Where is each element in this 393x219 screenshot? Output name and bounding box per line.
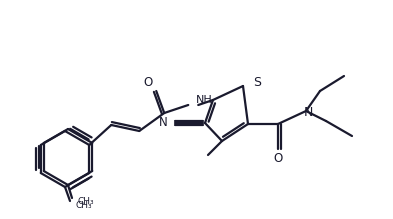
- Text: N: N: [303, 106, 313, 120]
- Text: N: N: [159, 117, 167, 129]
- Text: S: S: [253, 76, 261, 90]
- Text: NH: NH: [196, 95, 213, 105]
- Text: CH₃: CH₃: [77, 198, 94, 207]
- Text: O: O: [274, 152, 283, 164]
- Text: O: O: [143, 76, 153, 90]
- Text: CH₃: CH₃: [75, 201, 92, 210]
